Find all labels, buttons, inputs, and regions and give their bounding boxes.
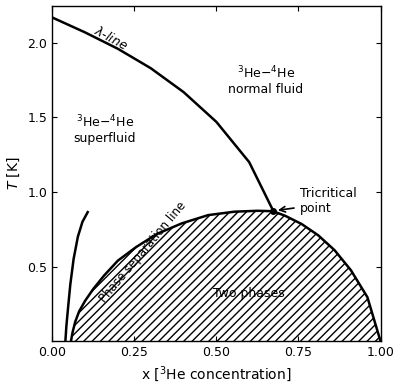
- Text: Tricritical
point: Tricritical point: [300, 187, 357, 215]
- Text: Phase separation line: Phase separation line: [97, 199, 188, 305]
- Text: $^3$He$-$$^4$He
superfluid: $^3$He$-$$^4$He superfluid: [74, 113, 136, 145]
- Text: $\lambda$-line: $\lambda$-line: [92, 24, 130, 53]
- Text: $^3$He$-$$^4$He
normal fluid: $^3$He$-$$^4$He normal fluid: [228, 64, 303, 96]
- Text: Two phases: Two phases: [213, 287, 285, 300]
- Y-axis label: $T$ [K]: $T$ [K]: [6, 156, 22, 190]
- X-axis label: x [$^3$He concentration]: x [$^3$He concentration]: [141, 365, 292, 385]
